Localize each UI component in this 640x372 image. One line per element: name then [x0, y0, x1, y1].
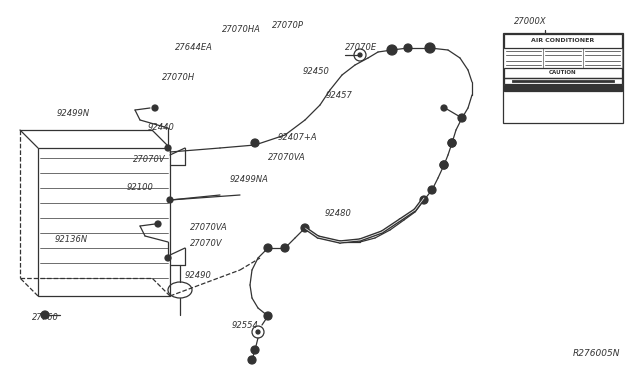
Circle shape	[440, 161, 448, 169]
Text: 92554: 92554	[232, 321, 259, 330]
Bar	[38, 148, 170, 296]
Circle shape	[152, 105, 158, 111]
Circle shape	[441, 105, 447, 111]
Bar	[504, 34, 622, 48]
Text: 92480: 92480	[325, 208, 352, 218]
Bar	[504, 85, 622, 91]
Circle shape	[428, 186, 436, 194]
Text: 27070P: 27070P	[272, 20, 304, 29]
Circle shape	[387, 45, 397, 55]
Text: 27760: 27760	[32, 314, 59, 323]
Circle shape	[251, 346, 259, 354]
Circle shape	[458, 114, 466, 122]
Circle shape	[440, 161, 448, 169]
Circle shape	[448, 139, 456, 147]
Bar	[503, 33, 623, 123]
Text: 92440: 92440	[148, 122, 175, 131]
Text: 27000X: 27000X	[514, 17, 547, 26]
Circle shape	[251, 139, 259, 147]
Text: 27644EA: 27644EA	[175, 44, 213, 52]
Circle shape	[448, 139, 456, 147]
Bar	[504, 78, 622, 84]
Circle shape	[248, 356, 256, 364]
Text: 27070H: 27070H	[162, 74, 195, 83]
Text: 27070V: 27070V	[133, 155, 166, 164]
Text: CAUTION: CAUTION	[549, 71, 577, 76]
Text: 92407+A: 92407+A	[278, 134, 317, 142]
Text: 92100: 92100	[127, 183, 154, 192]
Circle shape	[264, 312, 272, 320]
Text: AIR CONDITIONER: AIR CONDITIONER	[531, 38, 595, 44]
Circle shape	[264, 244, 272, 252]
Text: 27070E: 27070E	[345, 44, 377, 52]
Circle shape	[165, 255, 171, 261]
Circle shape	[358, 53, 362, 57]
Circle shape	[155, 221, 161, 227]
Circle shape	[404, 44, 412, 52]
Bar	[504, 68, 622, 78]
Text: 92490: 92490	[185, 270, 212, 279]
Text: R276005N: R276005N	[573, 349, 620, 358]
Text: 92136N: 92136N	[55, 235, 88, 244]
Circle shape	[256, 330, 260, 334]
Text: 27070VA: 27070VA	[190, 224, 228, 232]
Circle shape	[167, 197, 173, 203]
Circle shape	[425, 43, 435, 53]
Text: 92457: 92457	[326, 90, 353, 99]
Text: 27070V: 27070V	[190, 238, 223, 247]
Text: 92499NA: 92499NA	[230, 176, 269, 185]
Text: 27070HA: 27070HA	[222, 26, 261, 35]
Circle shape	[165, 145, 171, 151]
Text: 92499N: 92499N	[57, 109, 90, 119]
Circle shape	[281, 244, 289, 252]
Text: 27070VA: 27070VA	[268, 154, 306, 163]
Circle shape	[420, 196, 428, 204]
Circle shape	[41, 311, 49, 319]
Circle shape	[301, 224, 309, 232]
Text: 92450: 92450	[303, 67, 330, 77]
